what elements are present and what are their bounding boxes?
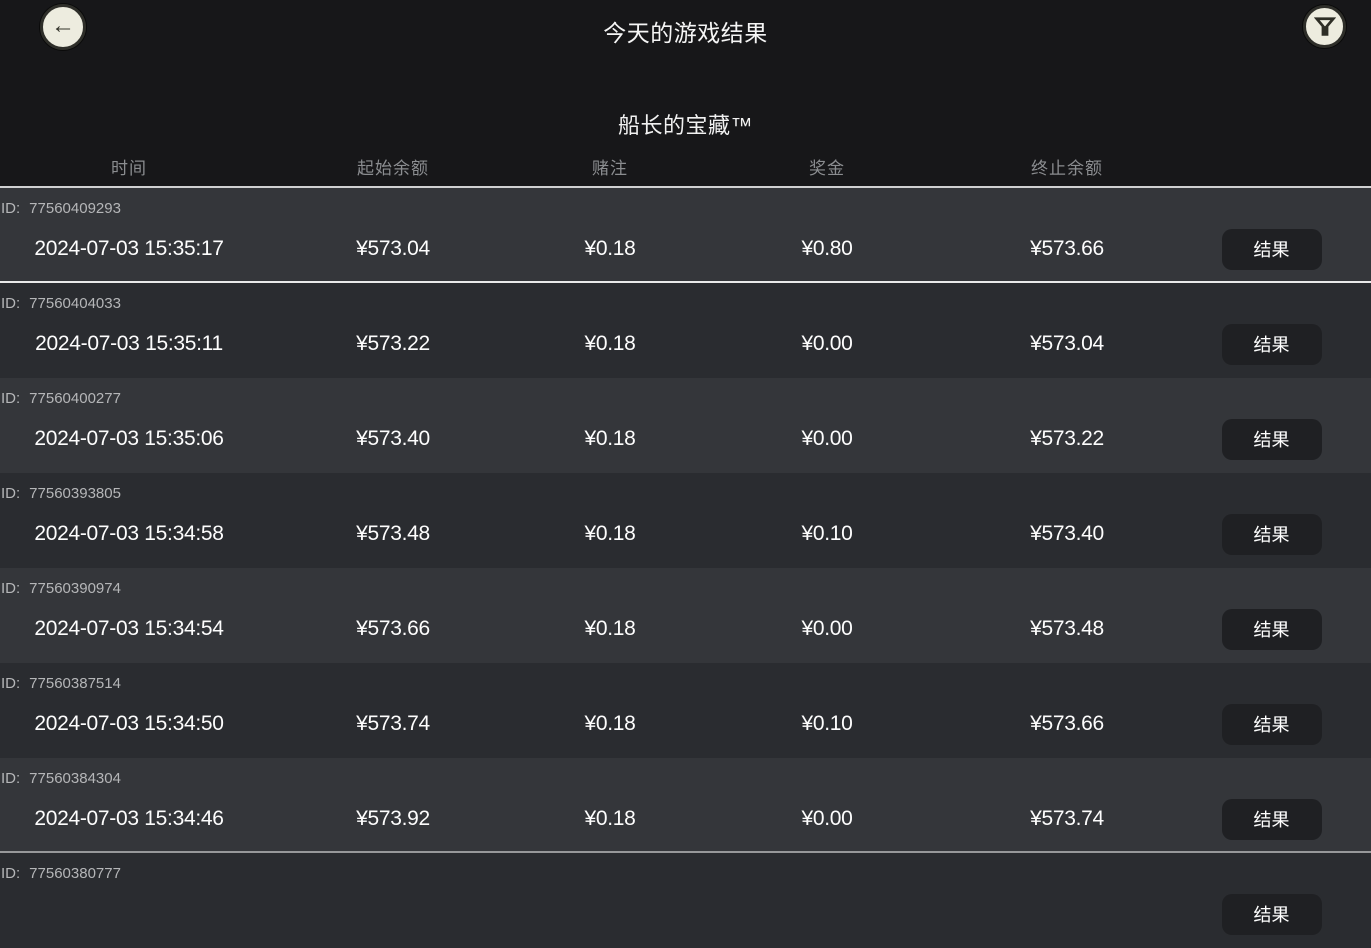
column-header-win: 奖金 <box>809 159 845 178</box>
round-id-prefix: ID: <box>1 580 21 597</box>
round-bet: ¥0.18 <box>584 617 636 640</box>
round-id-prefix: ID: <box>1 865 21 882</box>
table-row: ID: 77560393805 2024-07-03 15:34:58 ¥573… <box>0 473 1371 568</box>
round-id: ID: 77560384304 <box>0 768 1371 790</box>
column-header-start-balance: 起始余额 <box>357 159 429 178</box>
table-row: ID: 77560384304 2024-07-03 15:34:46 ¥573… <box>0 758 1371 853</box>
column-header-bet: 赌注 <box>592 159 628 178</box>
result-button[interactable]: 结果 <box>1221 608 1322 650</box>
round-id: ID: 77560409293 <box>0 198 1371 220</box>
round-win: ¥0.80 <box>801 237 853 260</box>
round-id: ID: 77560393805 <box>0 483 1371 505</box>
round-end-balance: ¥573.74 <box>1030 807 1104 830</box>
round-id-prefix: ID: <box>1 675 21 692</box>
column-header-end-balance: 终止余额 <box>1031 159 1103 178</box>
round-start-balance: ¥573.92 <box>356 807 430 830</box>
round-end-balance: ¥573.04 <box>1030 332 1104 355</box>
round-id: ID: 77560380777 <box>0 863 1371 885</box>
round-win: ¥0.10 <box>801 712 853 735</box>
filter-funnel-icon <box>1313 16 1336 36</box>
round-start-balance: ¥573.04 <box>356 237 430 260</box>
column-headers: 时间 起始余额 赌注 奖金 终止余额 <box>0 147 1371 186</box>
result-button[interactable]: 结果 <box>1221 703 1322 745</box>
round-id-value: 77560380777 <box>29 865 121 882</box>
round-bet: ¥0.18 <box>584 807 636 830</box>
table-row: ID: 77560380777 结果 <box>0 853 1371 948</box>
round-time: 2024-07-03 15:35:06 <box>34 427 224 450</box>
round-end-balance: ¥573.66 <box>1030 237 1104 260</box>
round-win: ¥0.10 <box>801 522 853 545</box>
table-row: ID: 77560400277 2024-07-03 15:35:06 ¥573… <box>0 378 1371 473</box>
result-button[interactable]: 结果 <box>1221 798 1322 840</box>
page-title: 今天的游戏结果 <box>603 20 768 46</box>
round-start-balance: ¥573.74 <box>356 712 430 735</box>
round-id: ID: 77560390974 <box>0 578 1371 600</box>
result-button[interactable]: 结果 <box>1221 893 1322 935</box>
round-end-balance: ¥573.48 <box>1030 617 1104 640</box>
round-id: ID: 77560387514 <box>0 673 1371 695</box>
round-time: 2024-07-03 15:34:54 <box>34 617 224 640</box>
back-button[interactable]: ← <box>40 4 86 50</box>
round-id-value: 77560400277 <box>29 390 121 407</box>
round-id-prefix: ID: <box>1 770 21 787</box>
round-start-balance: ¥573.48 <box>356 522 430 545</box>
round-end-balance: ¥573.66 <box>1030 712 1104 735</box>
round-id-prefix: ID: <box>1 485 21 502</box>
round-id-prefix: ID: <box>1 200 21 217</box>
round-id-value: 77560384304 <box>29 770 121 787</box>
round-end-balance: ¥573.40 <box>1030 522 1104 545</box>
result-button[interactable]: 结果 <box>1221 513 1322 555</box>
round-id: ID: 77560400277 <box>0 388 1371 410</box>
topbar: ← 今天的游戏结果 <box>0 0 1371 56</box>
round-id-prefix: ID: <box>1 390 21 407</box>
round-time: 2024-07-03 15:35:17 <box>34 237 224 260</box>
table-row: ID: 77560390974 2024-07-03 15:34:54 ¥573… <box>0 568 1371 663</box>
round-id-value: 77560404033 <box>29 295 121 312</box>
result-button[interactable]: 结果 <box>1221 323 1322 365</box>
results-table-body: ID: 77560409293 2024-07-03 15:35:17 ¥573… <box>0 186 1371 948</box>
back-arrow-icon: ← <box>51 12 75 39</box>
round-id-value: 77560387514 <box>29 675 121 692</box>
round-id: ID: 77560404033 <box>0 293 1371 315</box>
round-win: ¥0.00 <box>801 332 853 355</box>
round-bet: ¥0.18 <box>584 237 636 260</box>
round-win: ¥0.00 <box>801 427 853 450</box>
round-id-value: 77560390974 <box>29 580 121 597</box>
round-win: ¥0.00 <box>801 807 853 830</box>
round-bet: ¥0.18 <box>584 427 636 450</box>
round-start-balance: ¥573.40 <box>356 427 430 450</box>
round-time: 2024-07-03 15:34:50 <box>34 712 224 735</box>
round-bet: ¥0.18 <box>584 332 636 355</box>
round-time: 2024-07-03 15:34:46 <box>34 807 224 830</box>
round-time: 2024-07-03 15:35:11 <box>35 332 223 355</box>
round-id-value: 77560393805 <box>29 485 121 502</box>
filter-button[interactable] <box>1303 5 1346 48</box>
round-win: ¥0.00 <box>801 617 853 640</box>
result-button[interactable]: 结果 <box>1221 228 1322 270</box>
round-bet: ¥0.18 <box>584 712 636 735</box>
column-header-time: 时间 <box>111 159 147 178</box>
round-id-value: 77560409293 <box>29 200 121 217</box>
game-title: 船长的宝藏™ <box>617 113 753 138</box>
table-row: ID: 77560387514 2024-07-03 15:34:50 ¥573… <box>0 663 1371 758</box>
table-row: ID: 77560404033 2024-07-03 15:35:11 ¥573… <box>0 283 1371 378</box>
round-end-balance: ¥573.22 <box>1030 427 1104 450</box>
table-row: ID: 77560409293 2024-07-03 15:35:17 ¥573… <box>0 188 1371 283</box>
round-start-balance: ¥573.66 <box>356 617 430 640</box>
round-bet: ¥0.18 <box>584 522 636 545</box>
result-button[interactable]: 结果 <box>1221 418 1322 460</box>
round-time: 2024-07-03 15:34:58 <box>34 522 224 545</box>
round-id-prefix: ID: <box>1 295 21 312</box>
round-start-balance: ¥573.22 <box>356 332 430 355</box>
